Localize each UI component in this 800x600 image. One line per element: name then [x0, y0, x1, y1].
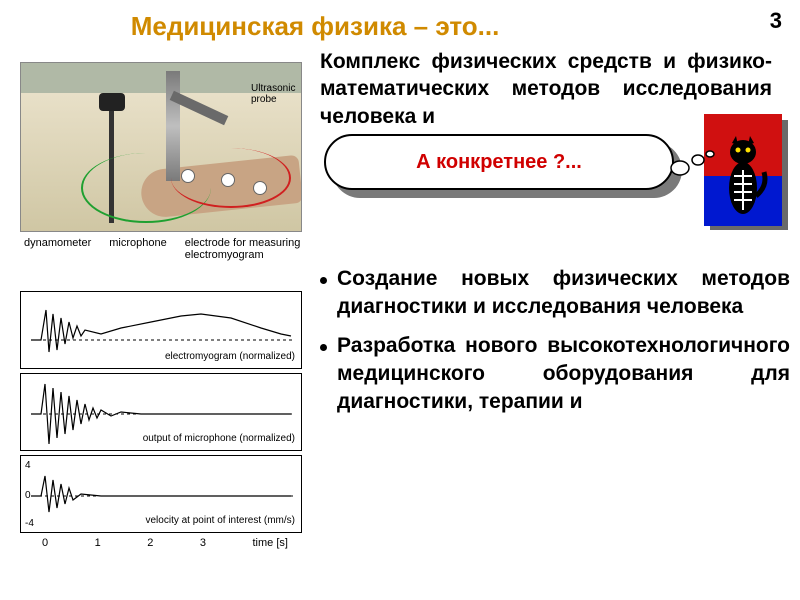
- caption-dynamometer: dynamometer: [24, 237, 91, 261]
- chart-velocity-label: velocity at point of interest (mm/s): [146, 515, 296, 526]
- speech-bubble-group: А конкретнее ?...: [320, 130, 790, 218]
- bullet-dot-icon: [320, 277, 327, 284]
- bullet-list: Создание новых физических методов диагно…: [320, 265, 790, 427]
- annot-ultrasonic: Ultrasonic probe: [251, 83, 297, 105]
- speech-bubble-text: А конкретнее ?...: [416, 151, 582, 174]
- chart-mic: output of microphone (normalized): [20, 373, 302, 451]
- page-number: 3: [770, 8, 782, 34]
- chart-emg: electromyogram (normalized): [20, 291, 302, 369]
- chart-emg-label: electromyogram (normalized): [165, 351, 295, 362]
- bullet-1-text: Создание новых физических методов диагно…: [337, 265, 790, 322]
- cat-icon: [718, 136, 768, 222]
- x-axis-label: time [s]: [253, 537, 288, 549]
- bullet-item: Создание новых физических методов диагно…: [320, 265, 790, 322]
- caption-electrode: electrode for measuring electromyogram: [185, 237, 302, 261]
- photo-wire-red: [171, 148, 291, 208]
- chart-velocity: 4 0 -4 velocity at point of interest (mm…: [20, 455, 302, 533]
- speech-bubble: А конкретнее ?...: [324, 134, 674, 190]
- chart-mic-label: output of microphone (normalized): [143, 433, 295, 444]
- bullet-item: Разработка нового высокотехнологичного м…: [320, 332, 790, 417]
- xtick-0: 0: [42, 537, 48, 549]
- xtick-1: 1: [95, 537, 101, 549]
- x-axis-ticks: 0 1 2 3 time [s]: [20, 537, 302, 549]
- xtick-3: 3: [200, 537, 206, 549]
- signal-charts: electromyogram (normalized) output of mi…: [20, 291, 302, 549]
- xtick-2: 2: [147, 537, 153, 549]
- experiment-photo: Ultrasonic probe: [20, 62, 302, 232]
- photo-caption-row: dynamometer microphone electrode for mea…: [20, 237, 302, 261]
- bullet-dot-icon: [320, 344, 327, 351]
- left-column: Ultrasonic probe dynamometer microphone …: [20, 62, 302, 549]
- photo-mic: [99, 93, 125, 111]
- bullet-2-text: Разработка нового высокотехнологичного м…: [337, 332, 790, 417]
- page-title: Медицинская физика – это...: [90, 12, 540, 42]
- caption-microphone: microphone: [109, 237, 166, 261]
